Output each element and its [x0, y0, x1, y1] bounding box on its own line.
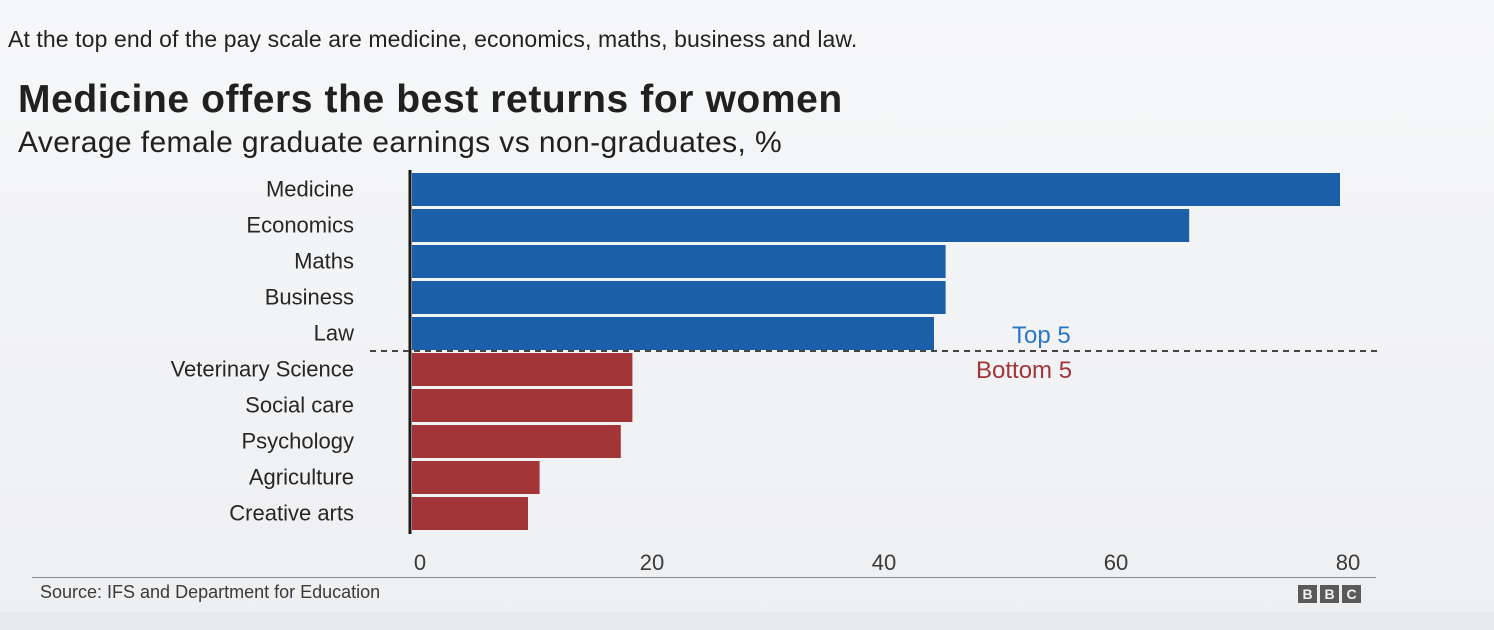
x-tick-label: 40 [872, 550, 896, 575]
footer-divider [32, 577, 1376, 578]
bar [412, 245, 946, 278]
chart-title: Medicine offers the best returns for wom… [18, 78, 843, 121]
intro-text: At the top end of the pay scale are medi… [8, 26, 858, 52]
cropped-text-strip [0, 612, 1494, 630]
category-label: Law [314, 321, 354, 346]
x-tick-label: 0 [414, 550, 426, 575]
category-label: Social care [245, 393, 354, 418]
category-label: Veterinary Science [171, 357, 354, 382]
bar [412, 497, 528, 530]
bar [412, 389, 633, 422]
category-label: Economics [246, 213, 354, 238]
bbc-logo-letter: C [1342, 585, 1361, 603]
source-note: Source: IFS and Department for Education [40, 582, 381, 602]
category-label: Psychology [241, 429, 354, 454]
bar [412, 353, 633, 386]
x-tick-label: 20 [640, 550, 664, 575]
bbc-logo-letter: B [1320, 585, 1339, 603]
bar [412, 209, 1190, 242]
bar-chart: Medicine Economics Maths Business Law Veterin… [171, 170, 1380, 575]
x-tick-label: 80 [1336, 550, 1360, 575]
category-label: Medicine [266, 177, 354, 202]
bar [412, 173, 1340, 206]
bbc-logo: B B C [1298, 585, 1361, 603]
category-label: Business [265, 285, 354, 310]
top-group-label: Top 5 [1012, 322, 1071, 349]
bar [412, 317, 934, 350]
bar [412, 461, 540, 494]
category-label: Creative arts [229, 501, 354, 526]
chart-subtitle: Average female graduate earnings vs non-… [18, 126, 783, 159]
category-label: Agriculture [249, 465, 354, 490]
category-label: Maths [294, 249, 354, 274]
x-tick-label: 60 [1104, 550, 1128, 575]
bar [412, 281, 946, 314]
bar [412, 425, 621, 458]
bbc-logo-letter: B [1298, 585, 1317, 603]
bottom-group-label: Bottom 5 [976, 357, 1072, 384]
